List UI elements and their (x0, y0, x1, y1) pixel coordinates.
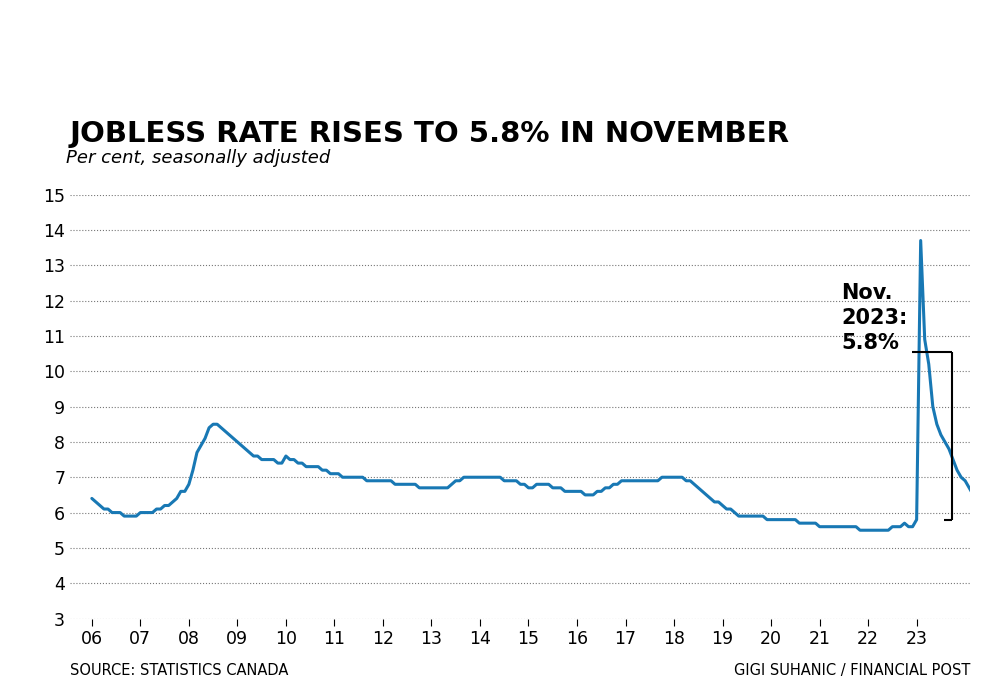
Text: GIGI SUHANIC / FINANCIAL POST: GIGI SUHANIC / FINANCIAL POST (734, 662, 970, 678)
Text: Nov.
2023:
5.8%: Nov. 2023: 5.8% (841, 284, 908, 353)
Text: SOURCE: STATISTICS CANADA: SOURCE: STATISTICS CANADA (70, 662, 288, 678)
Text: JOBLESS RATE RISES TO 5.8% IN NOVEMBER: JOBLESS RATE RISES TO 5.8% IN NOVEMBER (70, 120, 790, 148)
Text: Per cent, seasonally adjusted: Per cent, seasonally adjusted (66, 149, 330, 167)
